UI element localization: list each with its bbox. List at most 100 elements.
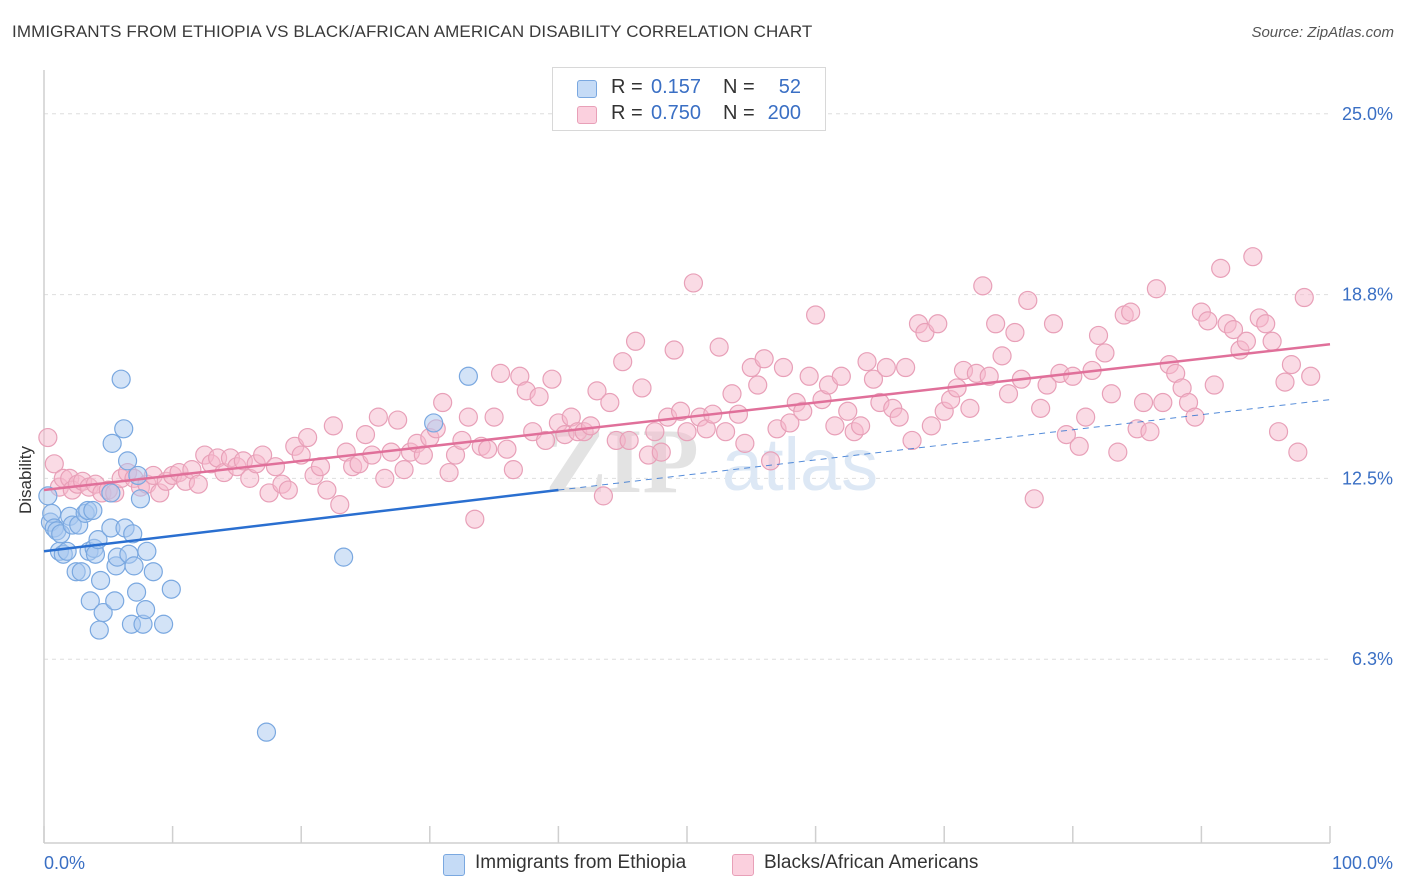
point-black bbox=[863, 369, 884, 389]
point-ethiopia bbox=[117, 451, 138, 471]
point-ethiopia bbox=[135, 600, 156, 620]
source-label: Source: ZipAtlas.com bbox=[1251, 24, 1394, 41]
point-ethiopia bbox=[126, 582, 147, 602]
correlation-legend: R = 0.157 N = 52 R = 0.750 N = 200 bbox=[552, 67, 826, 131]
point-ethiopia bbox=[90, 570, 111, 591]
point-black bbox=[458, 407, 478, 427]
point-black bbox=[587, 381, 607, 401]
point-ethiopia bbox=[424, 413, 444, 433]
point-black bbox=[960, 398, 980, 418]
point-black bbox=[368, 407, 388, 427]
point-black bbox=[748, 375, 768, 395]
point-black bbox=[831, 366, 851, 386]
x-tick-label: 0.0% bbox=[44, 853, 85, 873]
point-ethiopia bbox=[93, 602, 113, 623]
point-black bbox=[683, 273, 704, 293]
data-points bbox=[38, 247, 1321, 742]
point-black bbox=[38, 427, 58, 448]
point-black bbox=[388, 410, 408, 430]
point-black bbox=[838, 401, 858, 421]
point-black bbox=[1275, 372, 1295, 392]
point-black bbox=[529, 387, 549, 407]
point-black bbox=[1121, 302, 1141, 322]
point-black bbox=[632, 378, 652, 398]
point-black bbox=[857, 352, 877, 372]
point-black bbox=[188, 474, 208, 494]
y-tick-label: 6.3% bbox=[1352, 649, 1393, 669]
point-black bbox=[323, 416, 343, 436]
point-black bbox=[1005, 322, 1025, 343]
point-ethiopia bbox=[153, 614, 174, 634]
point-black bbox=[1101, 384, 1121, 404]
point-black bbox=[651, 442, 671, 462]
point-black bbox=[478, 439, 498, 459]
point-black bbox=[1088, 325, 1109, 346]
point-black bbox=[1301, 366, 1321, 386]
point-black bbox=[355, 425, 376, 445]
point-black bbox=[754, 349, 774, 369]
y-axis-label: Disability bbox=[16, 445, 35, 515]
axes bbox=[43, 70, 1331, 844]
point-black bbox=[1031, 398, 1051, 418]
point-black bbox=[760, 451, 781, 471]
legend-n-label: N = bbox=[723, 102, 755, 124]
series-swatch-pink bbox=[732, 854, 754, 876]
point-black bbox=[1268, 422, 1289, 442]
point-ethiopia bbox=[102, 433, 122, 453]
legend-swatch-blue bbox=[577, 80, 597, 98]
legend-r-label: R = bbox=[611, 102, 643, 124]
point-black bbox=[1095, 343, 1115, 363]
point-black bbox=[973, 276, 993, 296]
point-black bbox=[330, 495, 350, 515]
x-tick-label: 100.0% bbox=[1332, 853, 1393, 873]
legend-r-label: R = bbox=[611, 76, 643, 98]
point-black bbox=[44, 454, 64, 474]
point-ethiopia bbox=[57, 541, 77, 561]
series-label: Blacks/African Americans bbox=[764, 852, 979, 873]
point-black bbox=[497, 439, 517, 459]
point-black bbox=[851, 416, 871, 436]
point-black bbox=[889, 407, 909, 427]
point-ethiopia bbox=[143, 562, 163, 582]
point-black bbox=[1018, 290, 1038, 311]
legend-n-label: N = bbox=[723, 76, 755, 98]
point-ethiopia bbox=[128, 465, 148, 486]
point-black bbox=[825, 416, 845, 436]
point-black bbox=[664, 340, 684, 360]
point-black bbox=[535, 430, 556, 451]
point-black bbox=[1069, 436, 1089, 456]
point-black bbox=[278, 480, 298, 500]
point-black bbox=[1211, 258, 1231, 278]
point-black bbox=[1262, 331, 1282, 351]
trend-lines bbox=[43, 342, 1331, 553]
point-black bbox=[1294, 287, 1314, 308]
chart-title: IMMIGRANTS FROM ETHIOPIA VS BLACK/AFRICA… bbox=[12, 22, 813, 41]
trend-line-ethiopia bbox=[43, 488, 559, 553]
point-ethiopia bbox=[161, 579, 181, 599]
trend-line-black bbox=[43, 342, 1331, 492]
legend-swatch-pink bbox=[577, 106, 597, 124]
point-ethiopia bbox=[334, 547, 354, 567]
point-black bbox=[773, 357, 794, 378]
point-ethiopia bbox=[105, 591, 125, 611]
point-ethiopia bbox=[114, 419, 134, 439]
point-ethiopia bbox=[124, 556, 144, 576]
point-ethiopia bbox=[111, 369, 131, 389]
point-black bbox=[979, 366, 999, 386]
point-black bbox=[1185, 407, 1205, 427]
point-black bbox=[992, 346, 1012, 366]
point-black bbox=[1243, 247, 1263, 267]
point-ethiopia bbox=[256, 722, 277, 742]
point-black bbox=[902, 430, 922, 451]
point-black bbox=[317, 480, 337, 500]
point-black bbox=[619, 430, 639, 451]
series-legend-black: Blacks/African Americans bbox=[732, 852, 1012, 876]
point-black bbox=[645, 422, 665, 442]
point-black bbox=[580, 416, 601, 436]
series-swatch-blue bbox=[443, 854, 465, 876]
point-ethiopia bbox=[123, 524, 143, 544]
point-black bbox=[1140, 422, 1160, 442]
point-black bbox=[625, 331, 646, 351]
point-black bbox=[465, 509, 485, 529]
point-black bbox=[1146, 279, 1166, 299]
